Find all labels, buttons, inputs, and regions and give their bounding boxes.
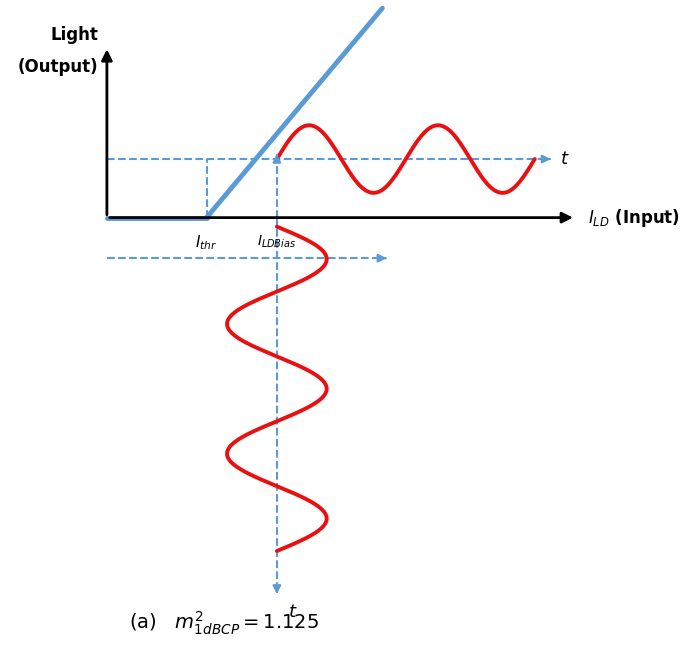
Text: $I_{thr}$: $I_{thr}$ bbox=[195, 234, 218, 252]
Text: Light: Light bbox=[50, 26, 98, 44]
Text: $I_{LD}$ (Input): $I_{LD}$ (Input) bbox=[588, 207, 680, 229]
Text: t: t bbox=[288, 603, 296, 621]
Text: $I_{LDBias}$: $I_{LDBias}$ bbox=[258, 234, 297, 250]
Text: t: t bbox=[561, 150, 568, 168]
Text: (a)   $m^2_{1dBCP} = 1.125$: (a) $m^2_{1dBCP} = 1.125$ bbox=[129, 609, 319, 637]
Text: (Output): (Output) bbox=[18, 58, 98, 75]
